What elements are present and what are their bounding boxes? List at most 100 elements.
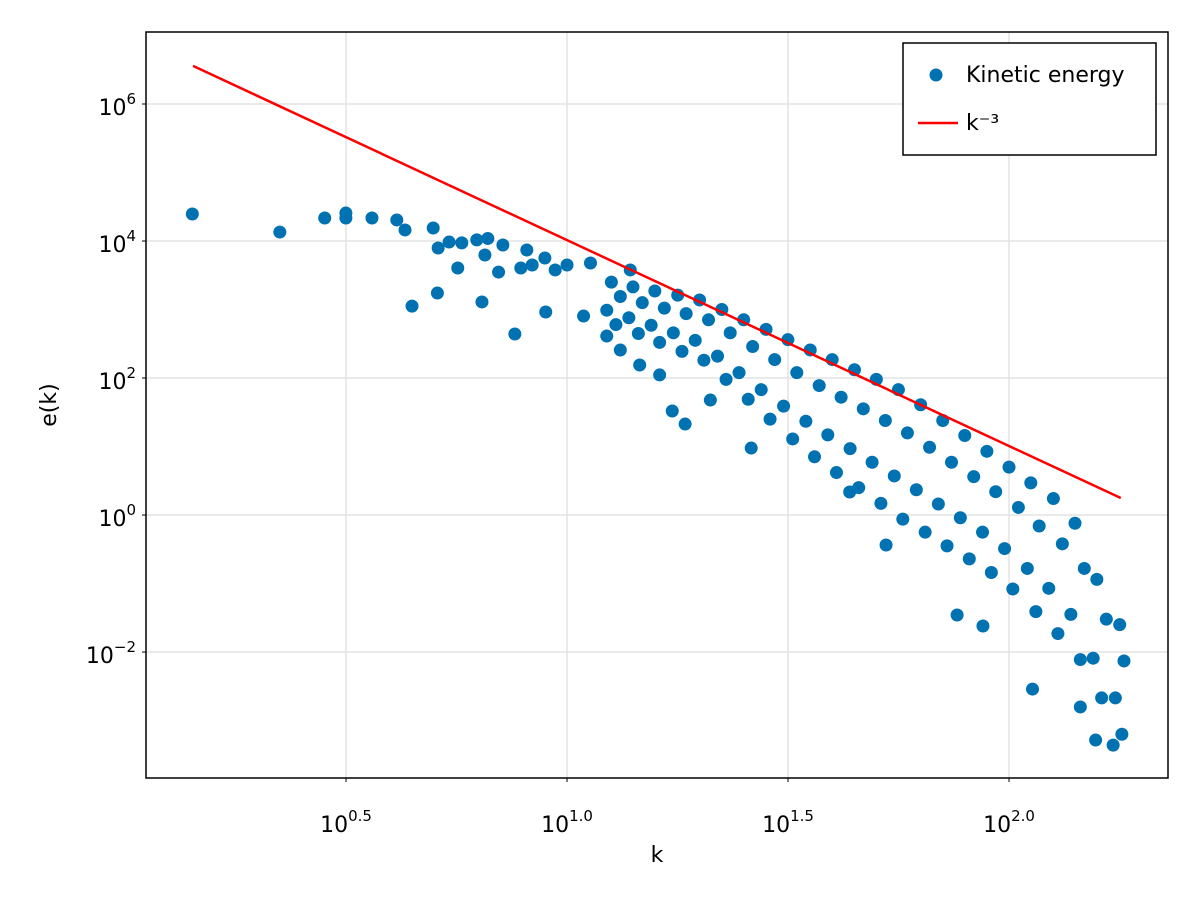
data-point [984, 565, 998, 579]
data-point [931, 497, 945, 511]
data-point [657, 301, 671, 315]
data-point [1073, 653, 1087, 667]
data-point [958, 428, 972, 442]
data-point [1106, 738, 1120, 752]
data-point [1011, 500, 1025, 514]
data-point [577, 309, 591, 323]
data-point [950, 608, 964, 622]
data-point [583, 256, 597, 270]
data-point [723, 326, 737, 340]
data-point [635, 296, 649, 310]
data-point [678, 417, 692, 431]
data-point [1025, 682, 1039, 696]
data-point [185, 207, 199, 221]
data-point [600, 329, 614, 343]
data-point [688, 333, 702, 347]
data-point [980, 444, 994, 458]
tick-base: 10 [86, 644, 114, 669]
legend-label: Kinetic energy [966, 63, 1125, 88]
data-point [539, 305, 553, 319]
data-point [697, 353, 711, 367]
y-axis-label: e(k) [37, 383, 62, 426]
tick-label: 101.5 [762, 807, 814, 839]
data-point [622, 311, 636, 325]
data-point [741, 392, 755, 406]
data-point [940, 539, 954, 553]
data-point [318, 211, 332, 225]
data-point [944, 455, 958, 469]
data-point [1024, 476, 1038, 490]
data-point [390, 213, 404, 227]
data-point [648, 284, 662, 298]
data-point [856, 402, 870, 416]
data-point [1020, 561, 1034, 575]
data-point [781, 333, 795, 347]
data-point [514, 261, 528, 275]
tick-exponent: −2 [114, 638, 136, 656]
data-point [843, 442, 857, 456]
data-point [799, 414, 813, 428]
data-point [365, 211, 379, 225]
data-point [812, 379, 826, 393]
data-point [339, 211, 353, 225]
tick-label: 106 [98, 90, 136, 122]
data-point [613, 343, 627, 357]
data-point [1055, 537, 1069, 551]
tick-exponent: 0.5 [348, 807, 372, 825]
data-point [1117, 654, 1131, 668]
data-point [478, 248, 492, 262]
data-point [430, 286, 444, 300]
data-point [666, 326, 680, 340]
legend: Kinetic energy k⁻³ [902, 42, 1157, 156]
data-point [1032, 519, 1046, 533]
data-point [644, 318, 658, 332]
data-point [508, 327, 522, 341]
tick-exponent: 6 [126, 90, 136, 108]
x-axis-label: k [651, 843, 664, 868]
data-point [989, 485, 1003, 499]
data-point [1090, 572, 1104, 586]
tick-base: 10 [98, 507, 126, 532]
tick-base: 10 [983, 813, 1011, 838]
data-point [273, 225, 287, 239]
data-point [1073, 700, 1087, 714]
data-point [609, 318, 623, 332]
data-point [744, 441, 758, 455]
data-point [1095, 691, 1109, 705]
data-point [1029, 605, 1043, 619]
data-point [679, 307, 693, 321]
data-point [604, 275, 618, 289]
data-point [829, 466, 843, 480]
data-point [962, 552, 976, 566]
tick-label: 101.0 [541, 807, 593, 839]
data-point [887, 469, 901, 483]
data-point [653, 335, 667, 349]
data-point [1108, 691, 1122, 705]
data-point [653, 368, 667, 382]
plot-frame [145, 31, 1169, 779]
tick-label: 100.5 [320, 807, 372, 839]
data-point [455, 236, 469, 250]
tick-base: 10 [98, 96, 126, 121]
data-line [192, 64, 1122, 500]
data-point [719, 372, 733, 386]
tick-exponent: 0 [126, 501, 136, 519]
data-point [665, 404, 679, 418]
legend-label: k⁻³ [966, 111, 999, 136]
data-point [790, 366, 804, 380]
data-point [918, 525, 932, 539]
tick-label: 102.0 [983, 807, 1035, 839]
data-point [808, 450, 822, 464]
data-point [896, 512, 910, 526]
data-point [492, 265, 506, 279]
tick-exponent: 4 [126, 227, 136, 245]
data-point [711, 349, 725, 363]
data-point [1113, 618, 1127, 632]
data-point [1068, 516, 1082, 530]
data-point [821, 428, 835, 442]
data-point [1077, 561, 1091, 575]
data-point [923, 440, 937, 454]
legend-swatch [929, 68, 943, 82]
